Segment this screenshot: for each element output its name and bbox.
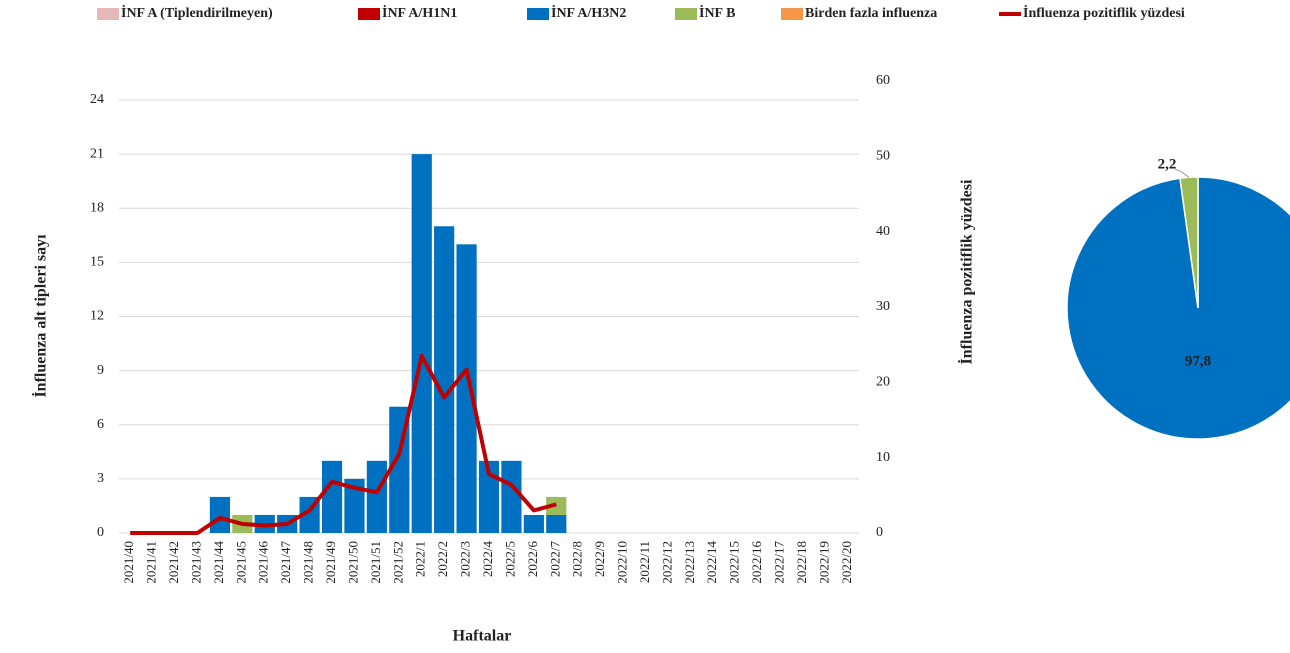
x-tick-label: 2022/9 xyxy=(592,541,607,577)
bar xyxy=(501,460,522,533)
y-tick-label: 6 xyxy=(97,417,104,432)
x-tick-label: 2022/4 xyxy=(480,541,495,578)
y-axis-title: İnfluenza alt tipleri sayı xyxy=(31,234,50,398)
x-tick-label: 2021/40 xyxy=(121,541,136,584)
y-tick-label: 0 xyxy=(97,525,104,540)
x-tick-label: 2022/8 xyxy=(570,541,585,577)
legend-swatch xyxy=(781,8,803,20)
legend-label: İNF B xyxy=(699,4,735,21)
legend-swatch xyxy=(97,8,119,20)
bar xyxy=(456,244,477,534)
x-tick-label: 2021/47 xyxy=(278,541,293,584)
x-tick-label: 2021/44 xyxy=(211,541,226,584)
bar xyxy=(478,460,500,533)
x-tick-label: 2022/12 xyxy=(659,541,674,584)
x-tick-label: 2022/16 xyxy=(749,541,764,584)
y2-tick-label: 50 xyxy=(876,149,890,164)
bar xyxy=(366,460,387,533)
x-tick-label: 2021/41 xyxy=(144,541,159,584)
legend-label: İnfluenza pozitiflik yüzdesi xyxy=(1023,4,1185,21)
x-tick-label: 2022/14 xyxy=(704,541,719,584)
x-tick-label: 2021/52 xyxy=(390,541,405,584)
x-tick-label: 2022/15 xyxy=(727,541,742,584)
line-series xyxy=(130,353,557,535)
x-tick-label: 2022/1 xyxy=(413,541,428,577)
x-tick-label: 2021/51 xyxy=(368,541,383,584)
x-tick-label: 2022/7 xyxy=(547,541,562,578)
y2-tick-label: 30 xyxy=(876,299,890,314)
x-tick-label: 2022/19 xyxy=(816,541,831,584)
y2-tick-label: 60 xyxy=(876,73,890,88)
y-tick-label: 18 xyxy=(90,200,104,215)
y2-tick-label: 20 xyxy=(876,375,890,390)
y2-tick-label: 0 xyxy=(876,525,883,540)
x-axis-title: Haftalar xyxy=(453,628,512,645)
legend-swatch xyxy=(675,8,697,20)
bar xyxy=(411,154,432,533)
pie-slice xyxy=(1179,176,1199,309)
bar xyxy=(209,496,230,533)
x-tick-label: 2022/11 xyxy=(637,541,652,583)
x-tick-label: 2021/49 xyxy=(323,541,338,584)
legend-swatch xyxy=(527,8,549,20)
y-tick-label: 24 xyxy=(90,92,104,107)
x-tick-label: 2022/2 xyxy=(435,541,450,577)
x-tick-label: 2022/13 xyxy=(682,541,697,584)
x-tick-label: 2022/5 xyxy=(502,541,517,577)
x-tick-label: 2021/46 xyxy=(256,541,271,584)
bar xyxy=(546,514,567,533)
bar xyxy=(344,478,365,533)
y-tick-label: 9 xyxy=(97,363,104,378)
y-tick-label: 12 xyxy=(90,309,104,324)
bar xyxy=(523,514,544,533)
x-tick-label: 2022/18 xyxy=(794,541,809,584)
legend-label: Birden fazla influenza xyxy=(805,6,937,21)
bar xyxy=(434,226,455,533)
x-tick-label: 2021/43 xyxy=(188,541,203,584)
legend-label: İNF A (Tiplendirilmeyen) xyxy=(121,4,273,21)
legend-label: İNF A/H1N1 xyxy=(382,4,457,21)
y-tick-label: 15 xyxy=(90,255,104,270)
legend-swatch xyxy=(358,8,380,20)
legend-label: İNF A/H3N2 xyxy=(551,4,626,21)
x-tick-label: 2022/17 xyxy=(771,541,786,584)
x-tick-label: 2022/3 xyxy=(458,541,473,577)
x-tick-label: 2022/6 xyxy=(525,541,540,578)
leader-line xyxy=(1174,168,1190,178)
y2-tick-label: 10 xyxy=(876,450,890,465)
x-tick-label: 2022/10 xyxy=(615,541,630,584)
pie-label: 2,2 xyxy=(1158,156,1177,172)
x-tick-label: 2022/20 xyxy=(839,541,854,584)
pie-label: 97,8 xyxy=(1185,353,1211,369)
x-tick-label: 2021/48 xyxy=(301,541,316,584)
x-tick-label: 2021/42 xyxy=(166,541,181,584)
pie-slice xyxy=(1066,176,1290,440)
x-tick-label: 2021/45 xyxy=(233,541,248,584)
y2-tick-label: 40 xyxy=(876,224,890,239)
y-tick-label: 3 xyxy=(97,471,104,486)
y-tick-label: 21 xyxy=(90,146,104,161)
bar xyxy=(321,460,343,533)
y2-axis-title: İnfluenza pozitiflik yüzdesi xyxy=(957,179,976,364)
x-tick-label: 2021/50 xyxy=(345,541,360,584)
